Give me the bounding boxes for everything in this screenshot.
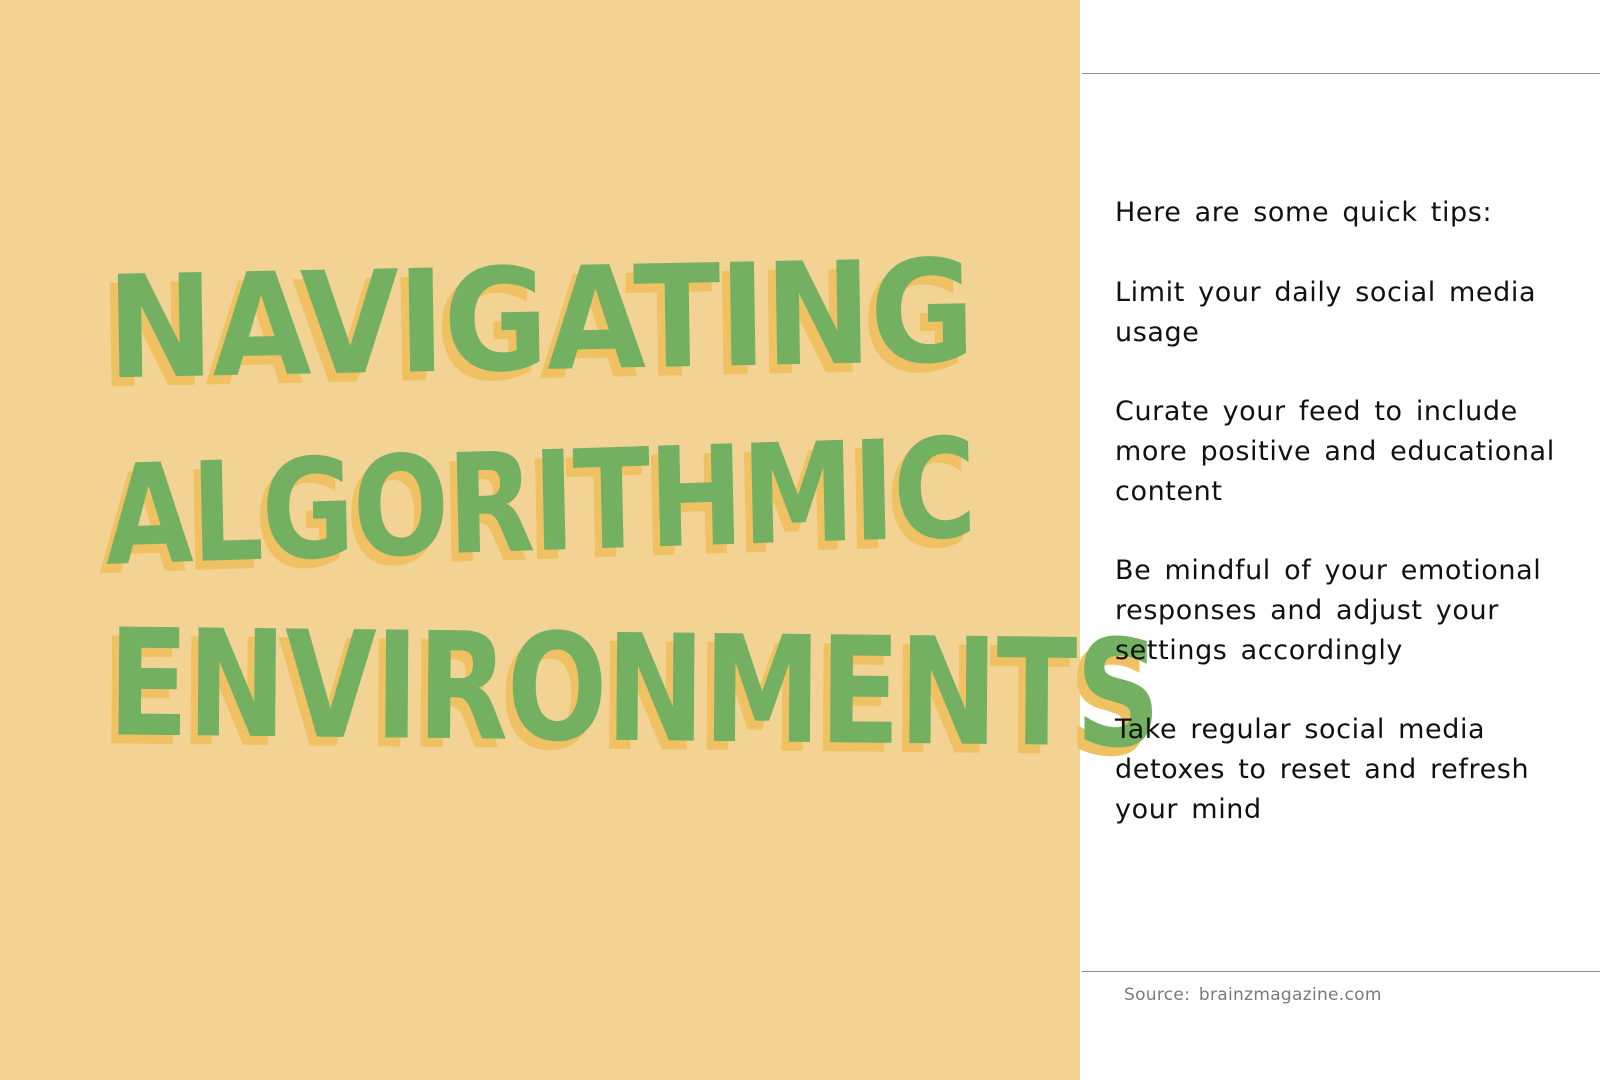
tips-intro: Here are some quick tips: (1115, 197, 1493, 228)
tip-limit-usage: Limit your daily social media usage (1115, 277, 1537, 348)
top-divider (1082, 73, 1600, 74)
title-line-environments: Environments (107, 597, 1160, 781)
tip-curate-feed: Curate your feed to include more positiv… (1115, 396, 1555, 507)
title-line-algorithmic: Algorithmic (103, 408, 977, 597)
source-credit: Source: brainzmagazine.com (1124, 985, 1382, 1005)
bottom-divider (1082, 971, 1600, 972)
page-title: Navigating Algorithmic Environments (0, 230, 1160, 804)
tip-mindful-responses: Be mindful of your emotional responses a… (1115, 555, 1542, 666)
tips-list: Limit your daily social media usage Cura… (1115, 273, 1555, 830)
tips-section: Here are some quick tips: Limit your dai… (1115, 193, 1555, 869)
title-line-navigating: Navigating (105, 229, 975, 412)
title-panel: Navigating Algorithmic Environments (0, 0, 1160, 1080)
tip-regular-detox: Take regular social media detoxes to res… (1115, 714, 1530, 825)
